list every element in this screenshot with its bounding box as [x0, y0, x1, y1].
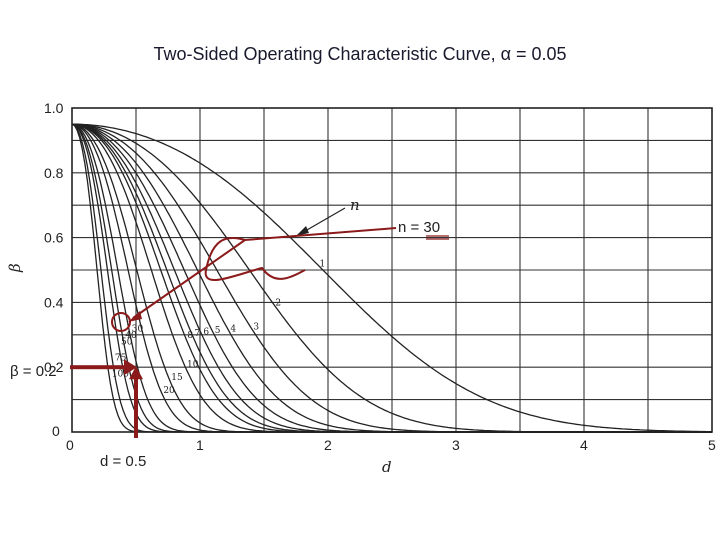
beta-arrowhead: [124, 359, 137, 376]
d-annotation-text: d = 0.5: [100, 453, 146, 470]
y-tick-label: 0: [52, 423, 60, 439]
n30-connector-line: [204, 227, 397, 281]
curve-label-n-5: 5: [215, 326, 221, 336]
tick-labels: 0 1 2 3 4 500.20.40.60.81.0dβ: [6, 100, 716, 476]
oc-curve-n-100: [71, 123, 712, 433]
grid: [72, 108, 712, 432]
x-tick-label: 2: [324, 437, 332, 453]
n-parameter-label: n: [350, 196, 360, 214]
curve-label-n-40: 40: [125, 331, 137, 341]
n30-annotation-text: n = 30: [398, 219, 440, 236]
x-tick-label: 3: [452, 437, 460, 453]
beta-annotation-text: β = 0.2: [10, 363, 57, 380]
y-tick-label: 0.4: [44, 294, 64, 310]
curve-label-n-75: 75: [115, 353, 127, 363]
y-tick-label: 0.8: [44, 165, 64, 181]
curve-label-n-20: 20: [163, 386, 175, 396]
curve-label-n-10: 10: [187, 360, 199, 370]
x-tick-label: 5: [708, 437, 716, 453]
curve-label-n-8: 8: [187, 331, 193, 341]
x-tick-label: 4: [580, 437, 588, 453]
oc-curve-n-1: [72, 123, 712, 433]
curve-label-n-6: 6: [203, 328, 209, 338]
x-tick-label: 1: [196, 437, 204, 453]
curve-label-n-3: 3: [253, 323, 259, 333]
curves: [71, 123, 712, 433]
n-arrowhead: [296, 226, 309, 236]
curve-label-n-50: 50: [121, 337, 133, 347]
curve-label-n-100: 100: [112, 370, 129, 380]
beta-arrow-shaft: [70, 365, 126, 370]
d-arrow-shaft: [134, 375, 138, 438]
curve-label-n-7: 7: [195, 329, 201, 339]
curve-label-n-4: 4: [230, 324, 236, 334]
x-axis-label: d: [382, 458, 392, 476]
y-axis-label: β: [6, 263, 24, 273]
n30-pointer-line: [132, 239, 246, 319]
y-tick-label: 1.0: [44, 100, 64, 116]
curve-label-n-30: 30: [132, 324, 144, 334]
curve-label-n-2: 2: [275, 298, 281, 308]
y-tick-label: 0.6: [44, 230, 64, 246]
curve-label-n-15: 15: [171, 373, 183, 383]
n30-highlight-circle: [111, 312, 131, 332]
d-arrowhead: [129, 366, 143, 380]
n30-pointer-arrowhead: [128, 311, 142, 322]
curve-label-n-1: 1: [319, 260, 325, 270]
y-tick-label: 0.2: [44, 359, 64, 375]
x-tick-label: 0: [66, 437, 74, 453]
page-title: Two-Sided Operating Characteristic Curve…: [153, 44, 567, 64]
annotations: n = 30 β = 0.2 d = 0.5: [10, 219, 449, 470]
